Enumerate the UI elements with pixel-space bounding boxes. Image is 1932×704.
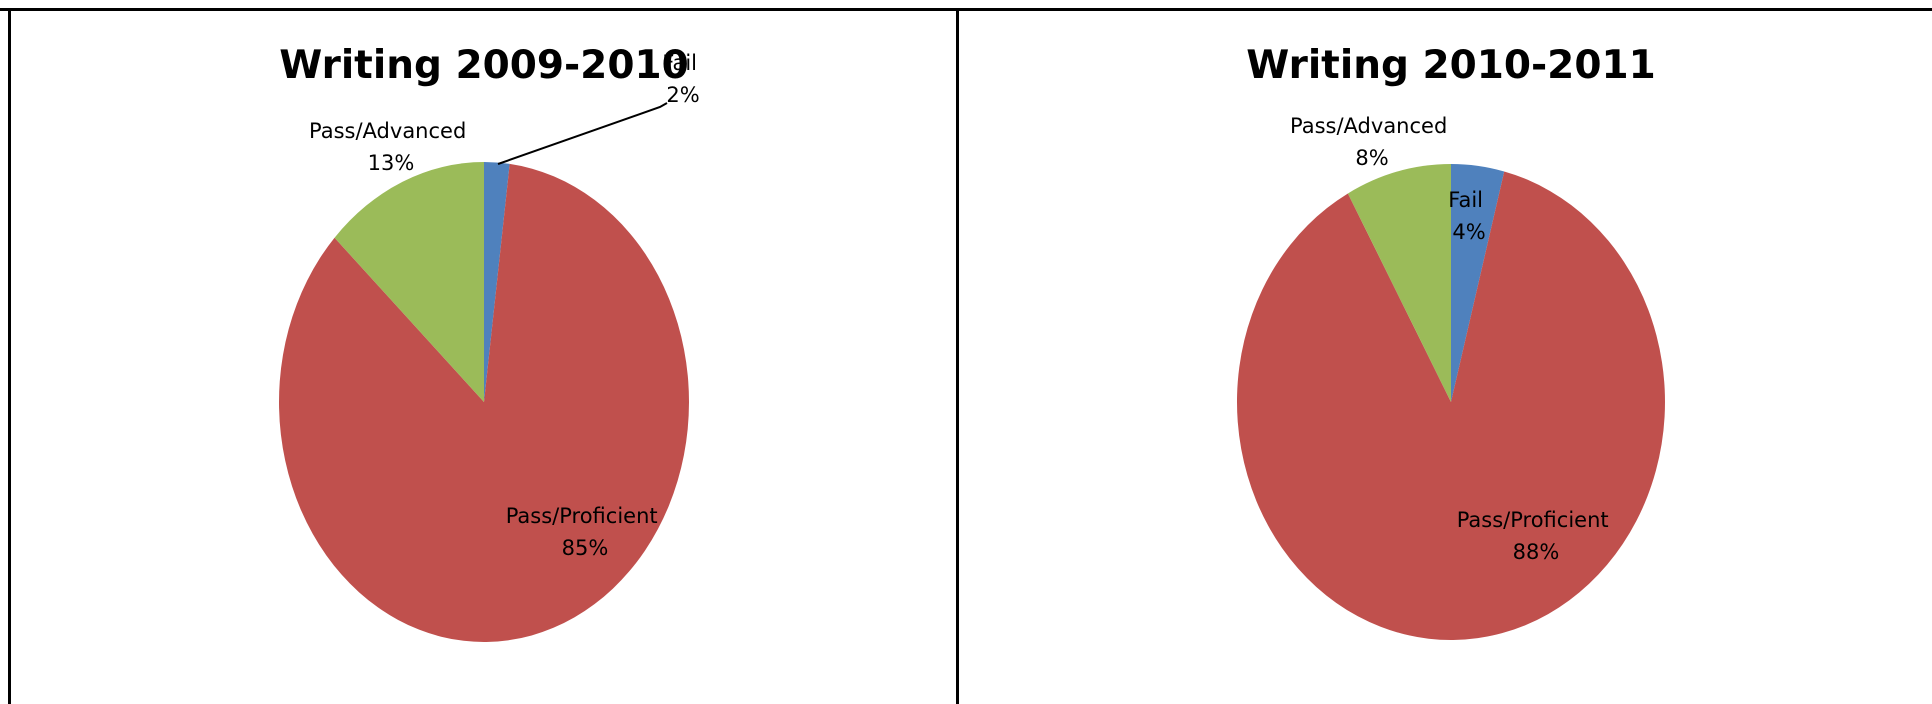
data-label-fail-value: 4% [1452,220,1485,244]
data-label-pass-advanced: Pass/Advanced 8% [1290,114,1454,170]
fail-leader-line [498,103,667,164]
pie-slices [279,162,689,642]
data-label-pass-advanced-name: Pass/Advanced [309,119,466,143]
data-label-pass-advanced-value: 8% [1355,146,1388,170]
pie-chart-2010-2011: Writing 2010-2011 Fail 4% Pass/Advanced … [1237,43,1665,640]
data-label-fail-value: 2% [666,83,699,107]
data-label-pass-proficient-name: Pass/Proficient [1457,508,1609,532]
data-label-fail-name: Fail [1448,188,1483,212]
pie-slices [1237,164,1665,640]
pie-chart-2009-2010: Writing 2009-2010 Fail 2% Pass/Advanced … [279,43,704,642]
data-label-pass-proficient-value: 85% [562,536,609,560]
data-label-fail-name: Fail [662,51,697,75]
chart-title: Writing 2010-2011 [1246,43,1655,88]
data-label-pass-proficient-name: Pass/Proficient [506,504,658,528]
data-label-pass-advanced-name: Pass/Advanced [1290,114,1447,138]
chart-title: Writing 2009-2010 [279,43,688,88]
data-label-pass-advanced-value: 13% [368,151,415,175]
data-label-pass-proficient-value: 88% [1513,540,1560,564]
